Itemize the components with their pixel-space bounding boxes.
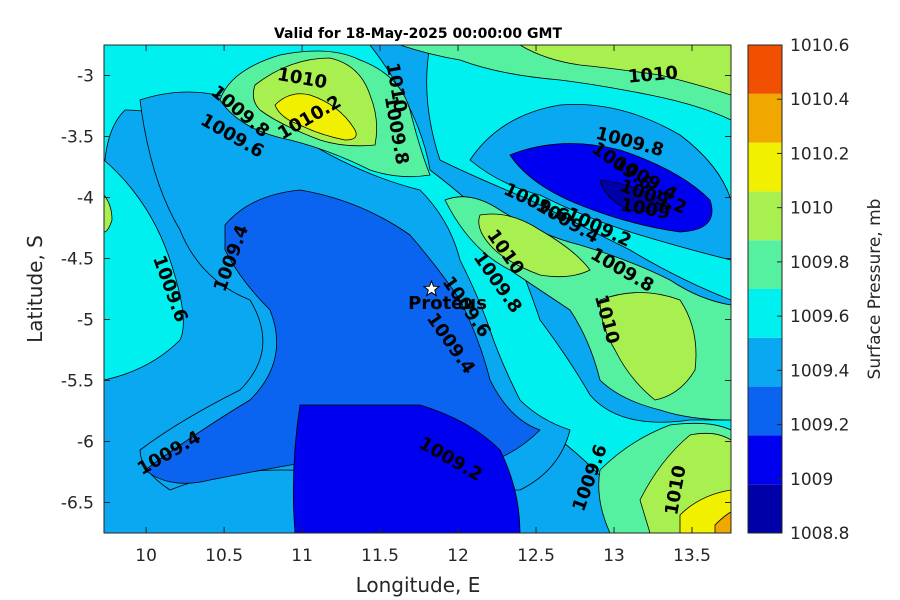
region-yellow-north-west (274, 93, 357, 141)
x-tick-label: 13 (603, 546, 625, 566)
colorbar-label: Surface Pressure, mb (865, 199, 885, 380)
colorbar-swatch (748, 240, 782, 289)
contour-plot-area: 10101010.210101009.81009.81009.610101009… (104, 45, 731, 533)
colorbar-tick-label: 1010 (790, 199, 833, 219)
colorbar: 1010.6 1010.4 1010.2 1010 1009.8 1009.6 1009.4… (747, 36, 849, 544)
star-marker-icon (422, 279, 441, 297)
colorbar-swatch (748, 93, 782, 143)
chart-title: Valid for 18-May-2025 00:00:00 GMT (274, 26, 562, 42)
colorbar-swatch (748, 435, 782, 485)
y-tick-label: -5.5 (61, 372, 94, 392)
plot-frame (103, 44, 732, 534)
colorbar-swatch (748, 142, 782, 192)
region-cyan-southwest (104, 159, 184, 381)
colorbar-frame (747, 44, 783, 534)
marker-label: Proteus (408, 293, 487, 314)
x-tick-label: 12 (447, 546, 469, 566)
y-tick-label: -3 (77, 67, 94, 87)
x-tick-label: 11.5 (361, 546, 399, 566)
x-tick-label: 12.5 (517, 546, 555, 566)
x-tick-label: 13.5 (673, 546, 711, 566)
colorbar-tick-label: 1009.6 (790, 307, 849, 327)
colorbar-tick-label: 1010.4 (790, 90, 849, 110)
colorbar-tick-label: 1009.4 (790, 361, 849, 381)
colorbar-tick-label: 1010.2 (790, 144, 849, 164)
colorbar-swatch (748, 484, 782, 533)
colorbar-tick-label: 1010.6 (790, 36, 849, 56)
region-lime-north-east (519, 45, 731, 96)
colorbar-tick-label: 1009.2 (790, 416, 849, 436)
colorbar-tick-label: 1009 (790, 470, 833, 490)
region-lime-east (599, 292, 697, 401)
colorbar-swatch (748, 191, 782, 241)
x-tick-label: 11 (291, 546, 313, 566)
colorbar-swatch (748, 386, 782, 436)
y-tick-label: -6 (77, 433, 94, 453)
region-deep-south (292, 404, 521, 533)
colorbar-swatch (748, 337, 782, 387)
colorbar-tick-label: 1009.8 (790, 253, 849, 273)
y-tick-label: -5 (77, 311, 94, 331)
x-tick-label: 10 (135, 546, 157, 566)
y-tick-label: -4.5 (61, 250, 94, 270)
y-tick-label: -3.5 (61, 128, 94, 148)
colorbar-swatch (748, 45, 782, 94)
y-axis-label: Latitude, S (23, 235, 47, 343)
region-darkest-northeast (599, 179, 671, 213)
colorbar-tick-label: 1008.8 (790, 524, 849, 544)
y-tick-label: -4 (77, 189, 94, 209)
colorbar-swatch (748, 289, 782, 338)
x-axis-label: Longitude, E (356, 573, 481, 597)
x-tick-label: 10.5 (205, 546, 243, 566)
region-orange-southeast (714, 511, 731, 533)
region-lime-west-edge (104, 194, 113, 233)
contour-label: 1010 (627, 62, 679, 87)
region-lime-center (478, 213, 591, 278)
y-tick-label: -6.5 (61, 494, 94, 514)
